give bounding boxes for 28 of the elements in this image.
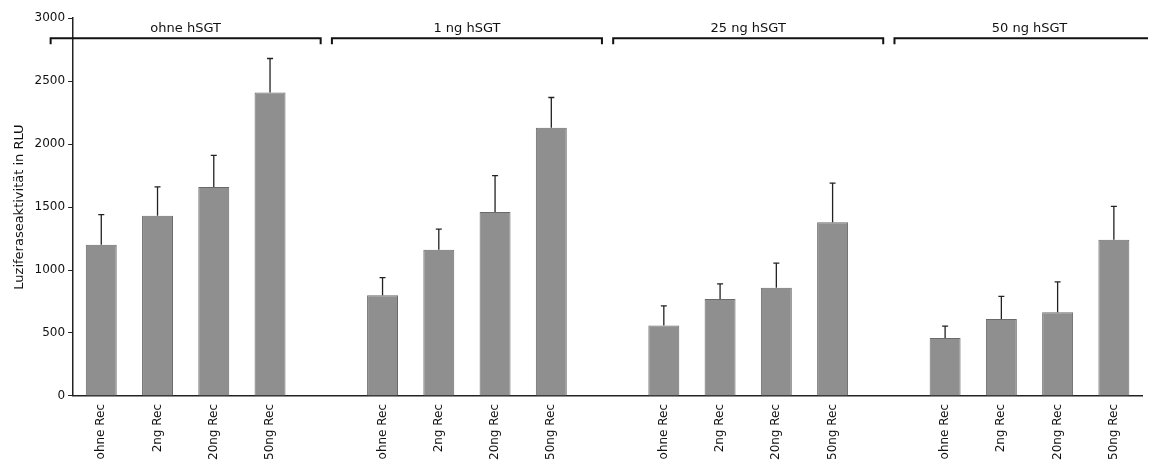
x-tick-label: 20ng Rec	[205, 403, 220, 461]
y-tick-label: 3000	[34, 10, 66, 25]
x-tick-label: 2ng Rec	[712, 403, 727, 453]
y-tick-label: 2000	[34, 136, 66, 151]
x-tick-label: 20ng Rec	[768, 403, 783, 461]
x-tick-label: ohne Rec	[93, 403, 108, 460]
y-tick-label: 1000	[34, 262, 66, 277]
x-tick-label: 2ng Rec	[430, 403, 445, 453]
annotation: 25 ng hSGT	[710, 20, 786, 36]
x-tick-label: 50ng Rec	[262, 403, 277, 461]
y-tick-label: 500	[42, 325, 66, 340]
x-tick-label: 50ng Rec	[1106, 403, 1120, 461]
y-tick-label: 0	[57, 388, 66, 403]
y-tick-label: 1500	[34, 199, 66, 214]
annotation: ohne hSGT	[150, 20, 222, 36]
annotation: 50 ng hSGT	[991, 20, 1068, 36]
x-tick-label: 2ng Rec	[993, 403, 1008, 453]
x-tick-label: 2ng Rec	[149, 403, 164, 453]
y-axis-title: Luziferaseaktivität in RLU	[11, 124, 27, 290]
x-tick-label: ohne Rec	[937, 403, 952, 460]
y-tick-label: 2500	[34, 73, 66, 88]
x-tick-label: ohne Rec	[374, 403, 389, 460]
x-tick-label: 50ng Rec	[543, 403, 558, 461]
x-tick-label: 20ng Rec	[1049, 403, 1064, 461]
x-tick-label: 50ng Rec	[824, 403, 839, 461]
annotation: 1 ng hSGT	[433, 20, 501, 36]
x-tick-label: ohne Rec	[655, 403, 670, 460]
x-tick-label: 20ng Rec	[487, 403, 502, 461]
